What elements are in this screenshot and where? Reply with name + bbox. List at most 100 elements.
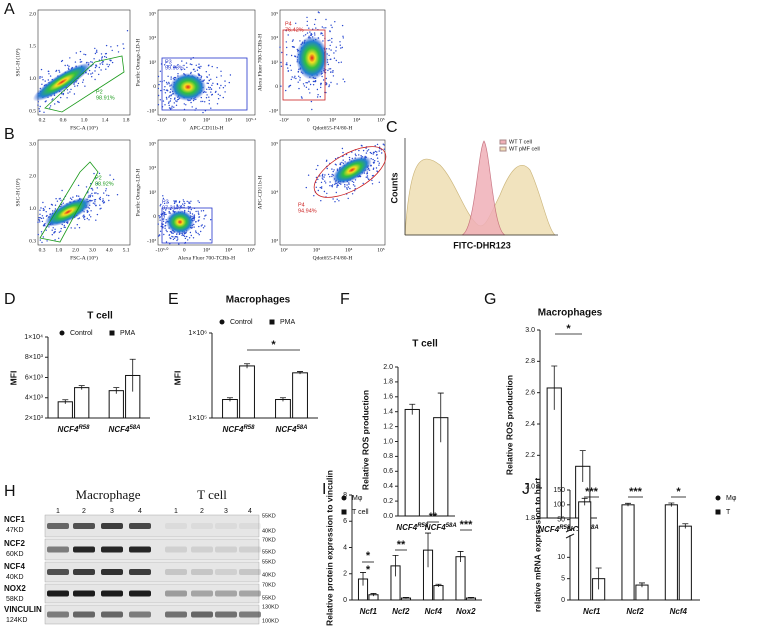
y-tick-label: 10⁵ (149, 11, 157, 17)
event-dot (344, 184, 346, 186)
event-dot (160, 89, 162, 92)
event-dot (164, 227, 166, 229)
event-dot (176, 239, 178, 242)
event-dot (171, 235, 173, 238)
event-dot (95, 177, 98, 179)
event-dot (91, 199, 93, 202)
event-dot (332, 71, 334, 73)
event-dot (77, 184, 80, 187)
event-dot (70, 227, 72, 229)
x-tick-label: 5.1 (123, 247, 130, 253)
lane-label: 3 (110, 508, 114, 515)
legend-marker (109, 330, 115, 336)
error-bar (638, 582, 645, 588)
event-dot (168, 234, 170, 236)
y-tick-label: 10³ (271, 60, 279, 66)
event-dot (184, 237, 187, 240)
legend-label: WT pMF cell (509, 146, 540, 152)
event-dot (122, 43, 124, 45)
event-dot (177, 73, 179, 75)
y-tick-label: 3.0 (525, 327, 535, 334)
event-dot (91, 72, 94, 74)
event-dot (374, 160, 376, 162)
x-axis-label: Qdot655-F4/80-H (313, 255, 353, 261)
significance: * (566, 323, 571, 335)
event-dot (166, 61, 168, 63)
event-dot (312, 80, 315, 83)
event-dot (198, 201, 200, 204)
x-tick-label: 1.8 (123, 117, 130, 123)
event-dot (319, 175, 321, 177)
event-dot (111, 49, 113, 52)
event-dot (329, 58, 331, 61)
y-tick-label: 0 (561, 597, 565, 604)
event-dot (101, 56, 103, 59)
event-dot (218, 87, 221, 89)
event-dot (175, 66, 177, 69)
blot-strip (44, 538, 260, 561)
event-dot (184, 235, 186, 238)
event-dot (366, 172, 369, 175)
gate-name: P3 (165, 59, 172, 65)
y-axis-label: SSC-H (10⁵) (14, 178, 21, 206)
event-dot (42, 236, 44, 238)
blot-band (101, 546, 123, 553)
event-dot (375, 154, 378, 156)
event-dot (217, 98, 220, 100)
event-dot (186, 235, 188, 238)
event-dot (375, 167, 378, 169)
event-dot (40, 68, 43, 71)
event-dot (342, 37, 344, 39)
event-dot (325, 77, 327, 80)
event-dot (285, 89, 287, 92)
event-dot (366, 177, 369, 179)
event-dot (305, 86, 308, 89)
lane-label: 4 (138, 508, 142, 515)
event-dot (192, 237, 195, 239)
protein-size: 40KD (6, 574, 24, 581)
protein-size: 60KD (6, 551, 24, 558)
gate-percent: 97.31% (162, 205, 181, 211)
event-dot (42, 225, 45, 227)
y-axis-label: MFI (8, 371, 18, 386)
event-dot (38, 219, 41, 221)
chart-title: T cell (87, 311, 113, 322)
event-dot (164, 104, 166, 106)
x-tick-label: Ncf4 (670, 607, 688, 616)
event-dot (189, 206, 191, 208)
event-dot (84, 218, 86, 221)
category-sup: 58A (129, 425, 140, 431)
event-dot (321, 177, 323, 179)
x-tick-label: 10³ (329, 117, 337, 123)
x-tick-label: 10⁵ (377, 117, 385, 123)
bar (57, 401, 73, 419)
event-dot (102, 61, 104, 63)
event-dot (197, 232, 199, 235)
x-tick-label: 0.6 (60, 117, 67, 123)
panel-label: J (522, 481, 530, 498)
event-dot (362, 149, 365, 152)
category-base: Ncf2 (392, 607, 410, 616)
significance: * (676, 486, 681, 498)
event-dot (287, 70, 289, 72)
event-dot (309, 92, 311, 94)
event-dot (64, 64, 66, 67)
density (296, 36, 328, 80)
gate-name: P3 (162, 199, 169, 205)
event-dot (41, 76, 43, 78)
event-dot (47, 79, 49, 81)
event-dot (54, 228, 56, 230)
event-dot (339, 41, 341, 43)
event-dot (67, 67, 70, 69)
event-dot (183, 103, 185, 105)
event-dot (74, 227, 76, 229)
legend-label: Control (230, 319, 253, 326)
event-dot (372, 153, 374, 155)
event-dot (37, 104, 39, 106)
y-tick-label: 1×10⁴ (24, 334, 43, 341)
event-dot (208, 79, 210, 82)
event-dot (314, 18, 317, 21)
event-dot (190, 200, 192, 202)
event-dot (328, 54, 330, 57)
y-tick-label: 2.0 (29, 11, 36, 17)
